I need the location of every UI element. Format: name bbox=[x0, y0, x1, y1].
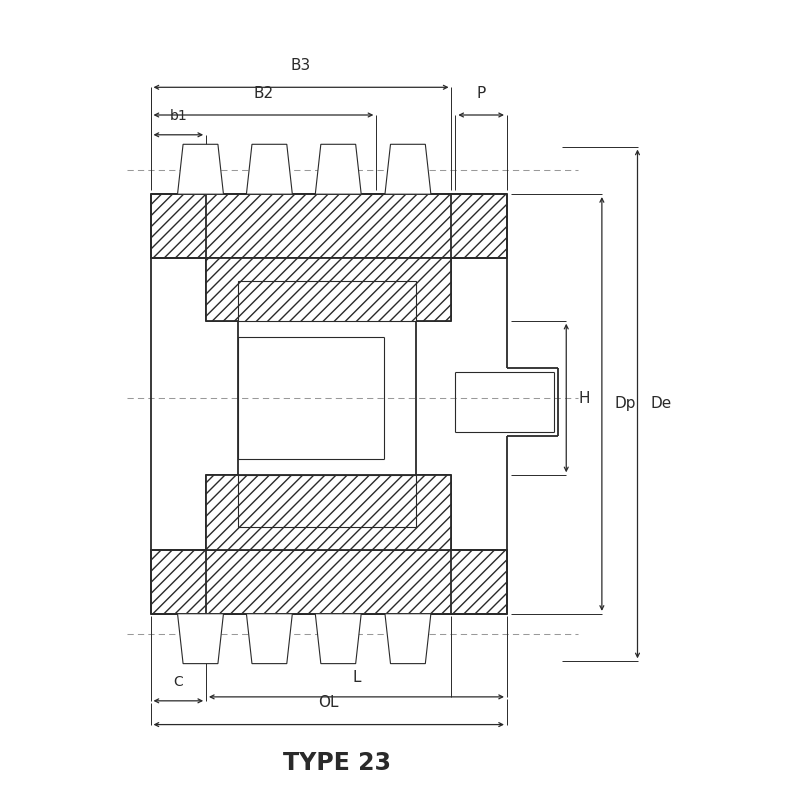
Polygon shape bbox=[150, 550, 507, 614]
Polygon shape bbox=[385, 144, 431, 194]
Text: b1: b1 bbox=[170, 109, 187, 123]
Polygon shape bbox=[178, 614, 223, 664]
Polygon shape bbox=[385, 614, 431, 664]
Text: Dp: Dp bbox=[614, 397, 636, 411]
Text: C: C bbox=[174, 675, 183, 689]
Text: H: H bbox=[579, 390, 590, 406]
Polygon shape bbox=[315, 144, 362, 194]
Text: De: De bbox=[650, 397, 671, 411]
Polygon shape bbox=[246, 144, 292, 194]
Polygon shape bbox=[315, 614, 362, 664]
Polygon shape bbox=[206, 258, 451, 321]
Text: B3: B3 bbox=[291, 58, 311, 73]
Polygon shape bbox=[150, 194, 507, 258]
Text: TYPE 23: TYPE 23 bbox=[282, 750, 390, 774]
Polygon shape bbox=[238, 282, 416, 321]
Polygon shape bbox=[206, 475, 451, 550]
Text: OL: OL bbox=[318, 695, 339, 710]
Text: L: L bbox=[352, 670, 361, 685]
Polygon shape bbox=[178, 144, 223, 194]
Text: P: P bbox=[477, 86, 486, 101]
Text: B2: B2 bbox=[254, 86, 274, 101]
Polygon shape bbox=[246, 614, 292, 664]
Polygon shape bbox=[238, 475, 416, 526]
